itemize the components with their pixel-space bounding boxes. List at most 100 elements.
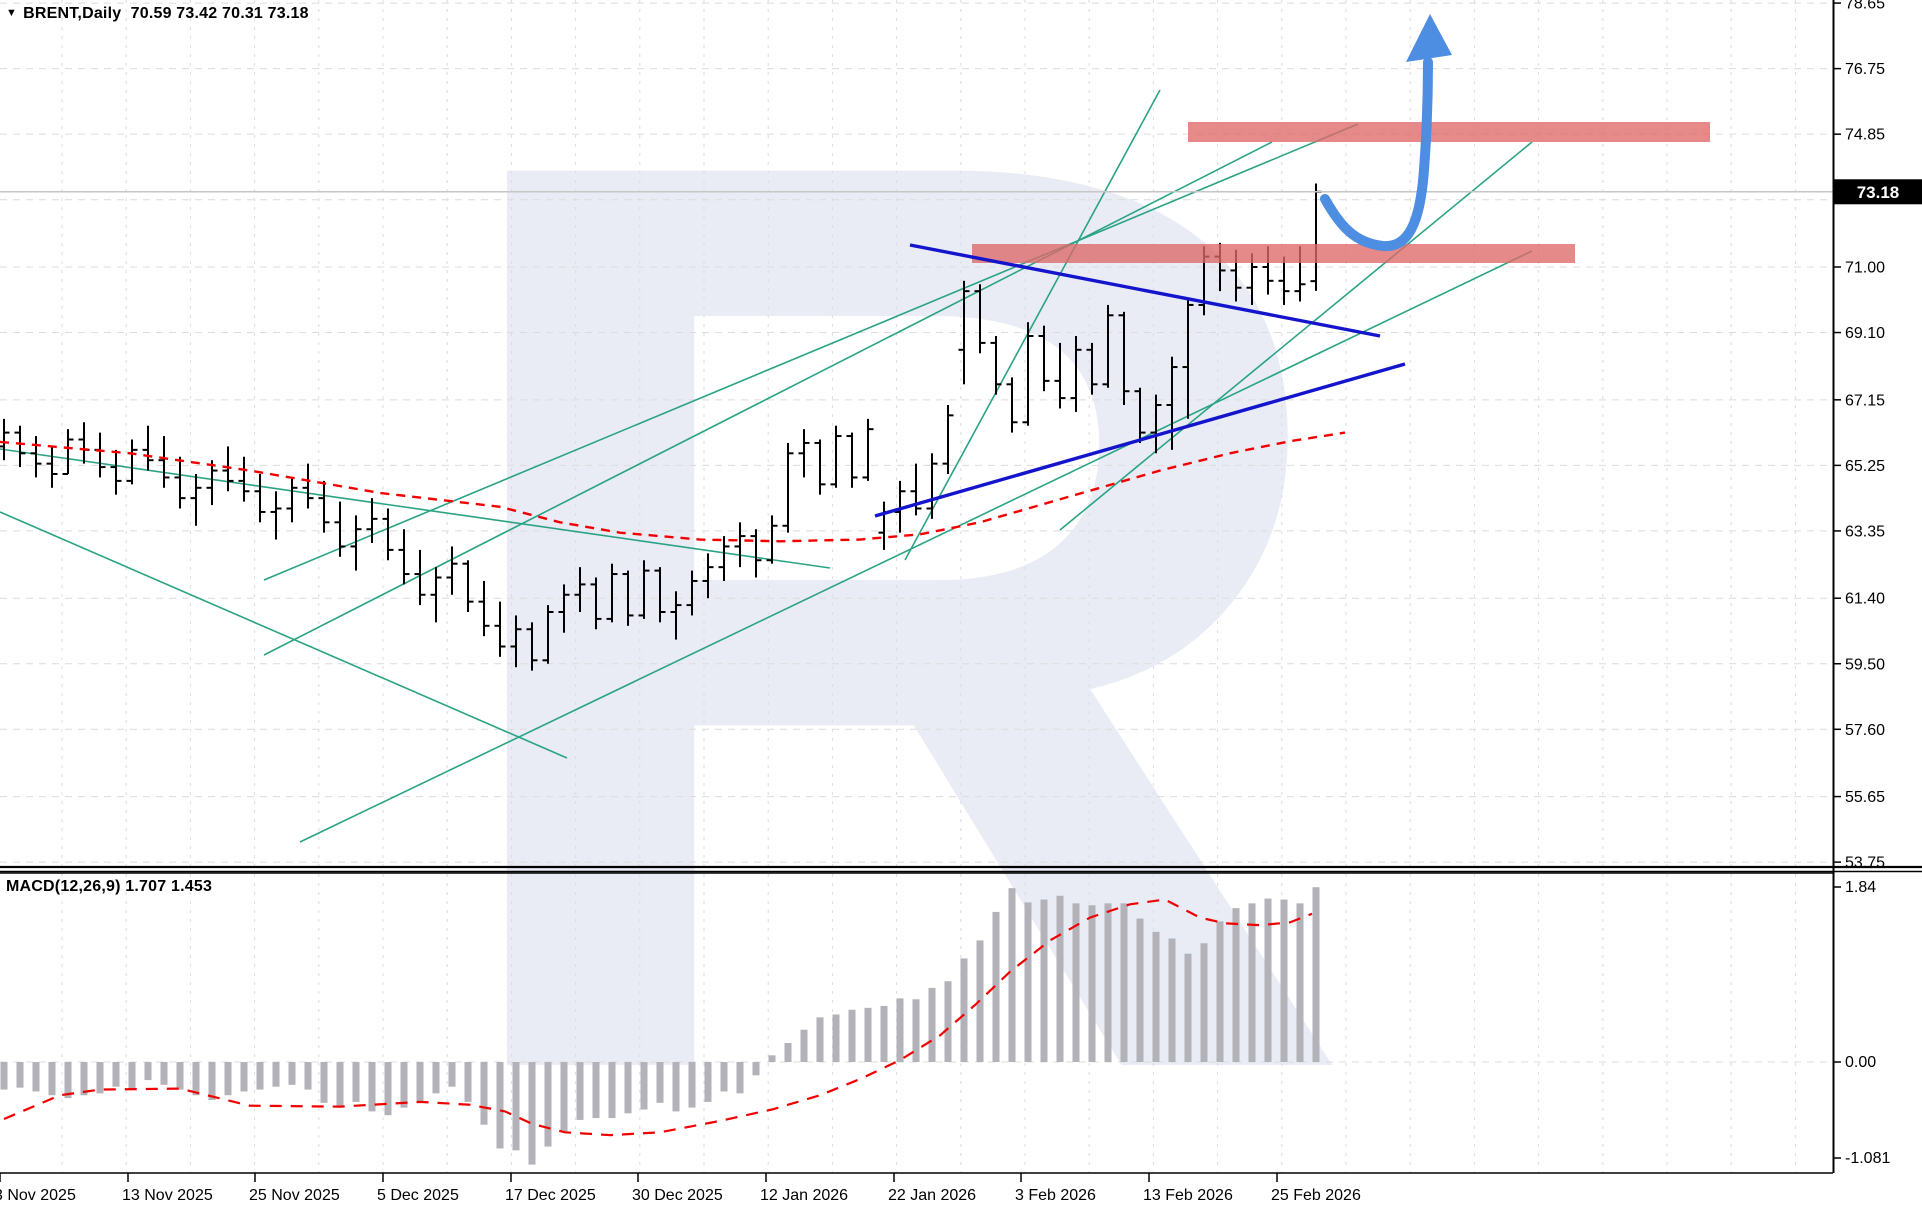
- trend-channel-lines[interactable]: [0, 89, 1533, 843]
- macd-histogram-bar: [160, 1062, 168, 1085]
- macd-histogram-bar: [16, 1062, 24, 1088]
- moving-average-line: [0, 431, 1346, 543]
- macd-histogram-bar: [944, 981, 952, 1062]
- macd-histogram-bar: [480, 1062, 488, 1125]
- blue-trendline[interactable]: [909, 243, 1381, 338]
- macd-histogram-bar: [1120, 903, 1128, 1062]
- macd-signal-line: [3, 898, 1313, 1137]
- price-tag-text: 73.18: [1857, 183, 1900, 202]
- macd-histogram-bar: [704, 1062, 712, 1102]
- macd-histogram-bar: [656, 1062, 664, 1103]
- macd-histogram-bar: [368, 1062, 376, 1112]
- macd-histogram-bar: [352, 1062, 360, 1102]
- quote-values: 70.59 73.42 70.31 73.18: [130, 5, 309, 22]
- symbol-label: BRENT,Daily: [23, 5, 122, 22]
- macd-histogram-bar: [1152, 931, 1160, 1062]
- macd-histogram-bar: [224, 1062, 232, 1096]
- macd-histogram-bar: [592, 1062, 600, 1119]
- macd-histogram-bar: [560, 1062, 568, 1132]
- green-trendline: [904, 89, 1161, 561]
- macd-histogram-bar: [960, 958, 968, 1062]
- macd-histogram-bar: [992, 911, 1000, 1062]
- date-tick-label: 12 Jan 2026: [760, 1187, 848, 1204]
- supply-zone[interactable]: [972, 244, 1575, 263]
- date-tick-label: 13 Nov 2025: [122, 1187, 213, 1204]
- macd-histogram-bar: [528, 1062, 536, 1165]
- date-tick-label: 17 Dec 2025: [505, 1187, 596, 1204]
- macd-histogram-bar: [640, 1062, 648, 1110]
- macd-histogram-bar: [736, 1062, 744, 1094]
- macd-histogram-bar: [1040, 899, 1048, 1062]
- macd-histogram-bar: [144, 1062, 152, 1081]
- macd-histogram-bar: [816, 1017, 824, 1062]
- panel-separator[interactable]: [0, 865, 1922, 873]
- macd-histogram-bar: [112, 1062, 120, 1087]
- macd-histogram-bar: [304, 1062, 312, 1090]
- time-axis[interactable]: 3 Nov 2025 13 Nov 2025 25 Nov 2025 5 Dec 20…: [0, 1173, 1361, 1204]
- gridlines: [0, 0, 1833, 1172]
- blue-trendline[interactable]: [874, 362, 1406, 518]
- date-tick-label: 30 Dec 2025: [632, 1187, 723, 1204]
- macd-histogram-bar: [800, 1029, 808, 1062]
- macd-histogram-bar: [208, 1062, 216, 1100]
- macd-histogram-bar: [1072, 903, 1080, 1062]
- symbol-title: ▼ BRENT,Daily 70.59 73.42 70.31 73.18: [6, 5, 309, 23]
- macd-histogram-bar: [288, 1062, 296, 1085]
- macd-histogram-bar: [64, 1062, 72, 1099]
- supply-zone[interactable]: [1188, 122, 1710, 142]
- price-axis[interactable]: 78.65 76.75 74.85 71.00 69.10 67.15 65.25 63.35…: [1833, 0, 1890, 1167]
- indicator-signal-value: 1.453: [171, 878, 213, 895]
- dropdown-arrow-icon[interactable]: ▼: [6, 7, 18, 19]
- price-tick-label: 65.25: [1845, 458, 1885, 475]
- macd-histogram-bar: [1008, 888, 1016, 1062]
- macd-indicator: [0, 887, 1320, 1165]
- arrow-head-icon[interactable]: [1406, 14, 1452, 62]
- macd-histogram-bar: [1088, 905, 1096, 1062]
- macd-histogram-bar: [496, 1062, 504, 1149]
- indicator-label: MACD(12,26,9): [6, 878, 121, 895]
- macd-histogram-bar: [1312, 887, 1320, 1062]
- macd-histogram-bar: [32, 1062, 40, 1092]
- indicator-macd-value: 1.707: [125, 878, 167, 895]
- macd-histogram-bar: [320, 1062, 328, 1103]
- green-trendline: [299, 250, 1533, 843]
- macd-tick-label: -1.081: [1845, 1150, 1890, 1167]
- macd-histogram-bar: [1216, 921, 1224, 1062]
- green-trendline: [0, 511, 568, 759]
- indicator-title: MACD(12,26,9) 1.707 1.453: [6, 878, 212, 896]
- macd-histogram-bar: [1136, 918, 1144, 1062]
- macd-histogram-bar: [832, 1014, 840, 1062]
- breakout-arrow[interactable]: [1320, 14, 1452, 252]
- macd-histogram-bar: [384, 1062, 392, 1116]
- macd-histogram-bar: [1024, 902, 1032, 1062]
- price-tick-label: 57.60: [1845, 722, 1885, 739]
- macd-histogram-bar: [416, 1062, 424, 1103]
- macd-histogram-bar: [608, 1062, 616, 1119]
- arrow-shaft[interactable]: [1320, 57, 1433, 252]
- date-tick-label: 25 Nov 2025: [249, 1187, 340, 1204]
- macd-histogram-bar: [80, 1062, 88, 1096]
- macd-histogram-bar: [272, 1062, 280, 1087]
- macd-histogram-bar: [1184, 953, 1192, 1062]
- price-tick-label: 67.15: [1845, 392, 1885, 409]
- macd-histogram-bar: [544, 1062, 552, 1147]
- macd-tick-label: 0.00: [1845, 1054, 1876, 1071]
- macd-histogram-bar: [720, 1062, 728, 1092]
- price-tick-label: 76.75: [1845, 61, 1885, 78]
- blue-trendlines[interactable]: [874, 243, 1406, 518]
- green-trendline: [263, 123, 1359, 581]
- macd-histogram-bar: [896, 998, 904, 1062]
- supply-zones[interactable]: [972, 122, 1710, 263]
- macd-histogram-bar: [96, 1062, 104, 1094]
- macd-histogram-bar: [752, 1062, 760, 1076]
- price-tick-label: 61.40: [1845, 591, 1885, 608]
- date-tick-label: 5 Dec 2025: [377, 1187, 459, 1204]
- macd-histogram-bar: [1280, 899, 1288, 1062]
- macd-histogram-bar: [464, 1062, 472, 1102]
- macd-histogram-bar: [400, 1062, 408, 1108]
- price-tick-label: 59.50: [1845, 656, 1885, 673]
- macd-histogram-bar: [1056, 895, 1064, 1062]
- macd-histogram-bar: [1104, 903, 1112, 1062]
